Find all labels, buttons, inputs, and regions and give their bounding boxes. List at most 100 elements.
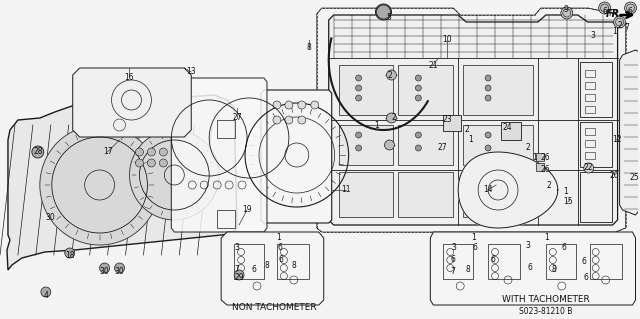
Polygon shape [172,78,267,232]
Text: 2: 2 [525,144,531,152]
Text: 25: 25 [630,174,639,182]
Text: 14: 14 [483,186,493,195]
Bar [399,65,453,115]
Text: 1: 1 [545,234,549,242]
Circle shape [100,263,109,273]
Circle shape [380,8,387,16]
Circle shape [32,146,44,158]
Text: 29: 29 [234,273,244,283]
Text: 7: 7 [451,268,456,277]
Bar [277,244,308,279]
Bar [463,65,533,115]
Text: 6: 6 [602,8,607,17]
Text: 28: 28 [33,147,43,157]
Bar [217,210,235,228]
Text: 26: 26 [540,166,550,174]
Circle shape [159,159,167,167]
Polygon shape [430,232,636,305]
Circle shape [415,95,421,101]
Text: 20: 20 [610,170,620,180]
Bar [463,125,533,165]
Circle shape [356,85,362,91]
Text: 18: 18 [65,250,74,259]
Text: 11: 11 [341,186,351,195]
Text: 3: 3 [525,241,531,249]
Circle shape [385,140,394,150]
Text: FR.: FR. [609,10,621,19]
Text: 6: 6 [252,265,257,275]
Bar [536,153,544,161]
Text: 3: 3 [235,243,239,253]
Text: 2: 2 [617,20,622,29]
Text: S023-81210 B: S023-81210 B [519,307,573,315]
Text: 6: 6 [561,243,566,253]
Bar [339,125,394,165]
Text: 8: 8 [291,261,296,270]
Text: 2: 2 [547,181,551,189]
Bar [234,244,264,279]
Circle shape [614,16,625,28]
Circle shape [159,148,167,156]
Text: 6: 6 [491,256,495,264]
Text: 2: 2 [391,114,396,122]
Text: 26: 26 [540,153,550,162]
Circle shape [115,263,125,273]
Text: 8: 8 [552,265,556,275]
Polygon shape [620,50,639,215]
Text: NON TACHOMETER: NON TACHOMETER [232,303,316,313]
Text: 15: 15 [563,197,573,206]
Bar [217,120,235,138]
Bar [399,172,453,217]
Text: 6: 6 [581,257,586,266]
Circle shape [356,95,362,101]
Text: 9: 9 [563,5,568,14]
Circle shape [136,148,143,156]
Circle shape [485,132,491,138]
Text: 7: 7 [235,265,239,275]
Text: 12: 12 [612,136,621,145]
Circle shape [625,2,637,14]
Circle shape [356,132,362,138]
Bar [488,244,520,279]
Bar [585,94,595,101]
Circle shape [40,125,159,245]
Circle shape [415,132,421,138]
Text: 1: 1 [532,153,538,162]
Polygon shape [73,68,191,137]
Text: 6: 6 [583,273,588,283]
Text: 1: 1 [374,121,379,130]
Bar [580,62,612,117]
Circle shape [415,145,421,151]
Bar [585,140,595,147]
Text: 6: 6 [627,8,632,17]
Text: 8: 8 [307,43,311,53]
Text: 24: 24 [502,123,512,132]
Circle shape [285,101,293,109]
Text: 8: 8 [264,261,269,270]
Circle shape [376,5,390,19]
Text: 30: 30 [45,213,54,222]
Polygon shape [458,152,558,228]
Text: 10: 10 [442,35,452,44]
Circle shape [376,4,392,20]
Circle shape [147,148,156,156]
Text: 1: 1 [468,136,472,145]
Text: 16: 16 [125,72,134,81]
Circle shape [561,7,573,19]
Circle shape [65,248,75,258]
Text: 30: 30 [115,268,124,277]
Circle shape [485,75,491,81]
Text: 6: 6 [278,256,284,264]
Polygon shape [329,15,618,225]
Bar [339,65,394,115]
Text: 2: 2 [387,70,392,79]
Circle shape [485,145,491,151]
Circle shape [387,70,396,80]
Text: 17: 17 [103,147,113,157]
Circle shape [273,101,281,109]
Circle shape [356,145,362,151]
Polygon shape [221,232,324,305]
Bar [585,128,595,135]
Circle shape [485,95,491,101]
Bar [339,172,394,217]
